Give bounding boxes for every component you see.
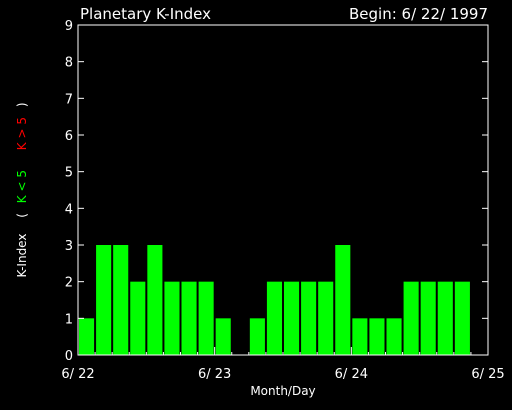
bar-13 [301, 281, 317, 355]
y-tick-label-5: 5 [65, 166, 73, 181]
x-tick-label-1: 6/ 23 [198, 367, 231, 382]
bar-1 [96, 245, 112, 355]
y-tick-label-0: 0 [65, 349, 73, 364]
y-axis-title-red: K > 5 [15, 117, 29, 150]
bar-21 [437, 281, 453, 355]
bar-17 [369, 318, 385, 355]
x-axis-title: Month/Day [250, 384, 315, 398]
bar-16 [352, 318, 368, 355]
bar-10 [249, 318, 265, 355]
bar-7 [198, 281, 214, 355]
bar-14 [318, 281, 334, 355]
chart-subtitle: Begin: 6/ 22/ 1997 [349, 5, 488, 23]
y-axis-title-close-paren: ) [15, 102, 29, 107]
x-tick-label-0: 6/ 22 [61, 367, 94, 382]
y-axis-title-main: K-Index [15, 234, 29, 278]
bar-5 [164, 281, 180, 355]
y-tick-label-2: 2 [65, 276, 73, 291]
bar-6 [181, 281, 197, 355]
bar-11 [266, 281, 282, 355]
y-axis-title-open-paren: ( [15, 213, 29, 218]
bar-22 [454, 281, 470, 355]
chart-title: Planetary K-Index [80, 5, 211, 23]
bar-20 [420, 281, 436, 355]
y-tick-label-1: 1 [65, 312, 73, 327]
bar-0 [79, 318, 95, 355]
x-tick-label-3: 6/ 25 [471, 367, 504, 382]
bar-18 [386, 318, 402, 355]
bar-3 [130, 281, 146, 355]
bar-4 [147, 245, 163, 355]
bar-8 [215, 318, 231, 355]
y-tick-label-4: 4 [65, 202, 73, 217]
bar-group [79, 245, 470, 355]
bar-15 [335, 245, 351, 355]
x-axis-ticks: 6/ 22 6/ 23 6/ 24 6/ 25 [61, 347, 505, 382]
y-tick-label-9: 9 [65, 19, 73, 34]
bar-2 [113, 245, 129, 355]
y-tick-label-7: 7 [65, 92, 73, 107]
x-tick-label-2: 6/ 24 [335, 367, 368, 382]
bar-12 [284, 281, 300, 355]
y-axis-title: K-Index ( K < 5 K > 5 ) [15, 102, 29, 277]
y-tick-label-8: 8 [65, 56, 73, 71]
bar-19 [403, 281, 419, 355]
y-tick-label-3: 3 [65, 239, 73, 254]
y-axis-ticks: 0 1 2 3 4 5 6 7 8 9 [65, 19, 488, 364]
y-axis-title-green: K < 5 [15, 170, 29, 203]
y-tick-label-6: 6 [65, 129, 73, 144]
